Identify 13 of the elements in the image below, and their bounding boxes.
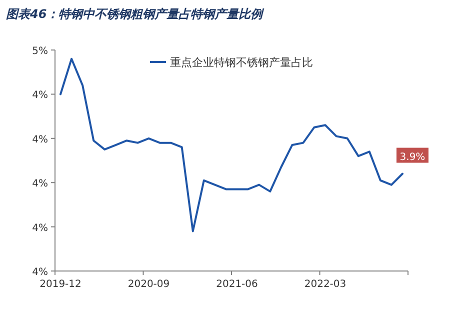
x-tick-label: 2022-03 [304, 279, 346, 290]
chart-title: 图表46：特钢中不锈钢粗钢产量占特钢产量比例 [6, 7, 265, 21]
y-tick-label: 4% [32, 267, 48, 278]
y-tick-label: 4% [32, 178, 48, 190]
y-tick-label: 5% [32, 46, 48, 57]
legend-label: 重点企业特钢不锈钢产量占比 [170, 56, 313, 69]
x-tick-label: 2020-09 [128, 279, 170, 290]
data-label: 3.9% [400, 152, 426, 163]
x-tick-label: 2021-06 [216, 279, 258, 290]
x-tick-label: 2019-12 [40, 279, 82, 290]
y-tick-label: 4% [32, 90, 48, 102]
y-tick-label: 4% [32, 222, 48, 234]
y-tick-label: 4% [32, 134, 48, 146]
